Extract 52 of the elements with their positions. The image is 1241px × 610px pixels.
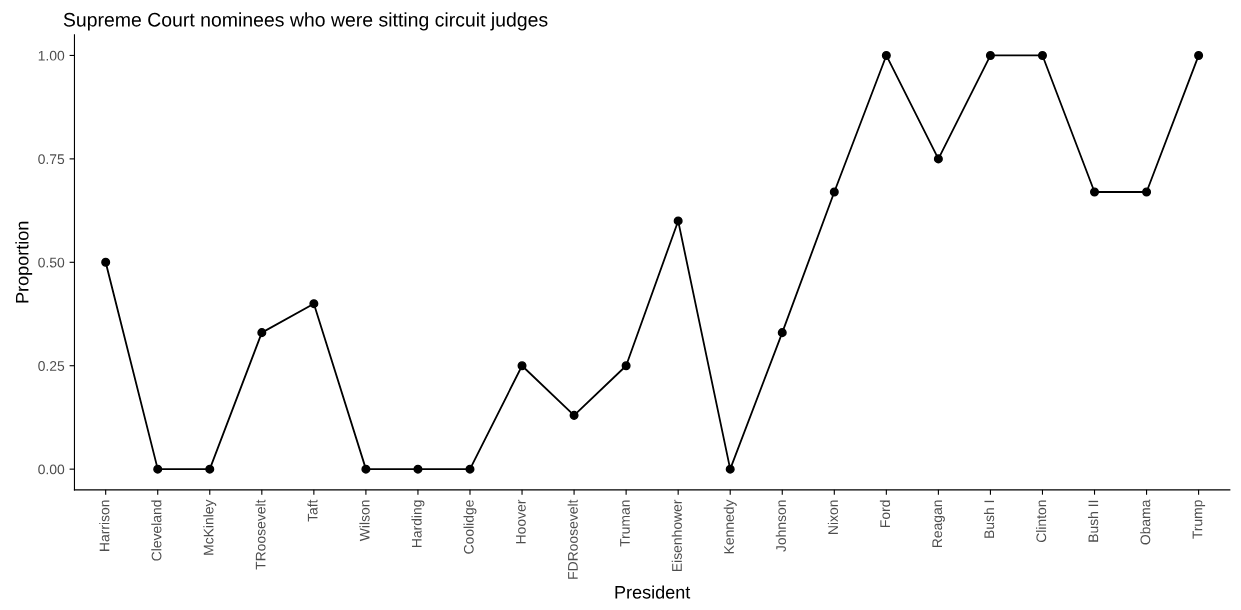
x-axis-title: President: [615, 585, 691, 599]
point: [933, 154, 943, 164]
x-tick-label: Ford: [879, 500, 891, 527]
point: [517, 361, 527, 371]
y-tick-label: 0.50: [38, 257, 65, 268]
x-tick-label: Harding: [411, 500, 425, 548]
point: [673, 216, 683, 226]
x-tick-label: FDRoosevelt: [567, 499, 578, 579]
point: [361, 464, 371, 474]
point: [1037, 50, 1047, 60]
chart-title: Supreme Court nominees who were sitting circuit judges: [63, 12, 548, 31]
point: [257, 328, 267, 338]
y-tick-label: 0.00: [38, 464, 65, 475]
point: [153, 464, 163, 474]
y-axis-title: Proportion: [15, 221, 33, 303]
x-tick-label: Trump: [1192, 500, 1206, 539]
x-tick-label: Coolidge: [463, 500, 477, 554]
x-tick-label: Harrison: [99, 500, 110, 551]
point: [1142, 187, 1152, 197]
x-tick-label: Truman: [620, 500, 630, 547]
x-tick-label: Kennedy: [723, 499, 737, 554]
point: [309, 299, 319, 309]
point: [829, 187, 839, 197]
x-tick-label: Johnson: [775, 500, 786, 552]
point: [881, 50, 891, 60]
x-tick-label: Bush I: [983, 500, 995, 538]
x-tick-label: Obama: [1140, 499, 1151, 545]
y-tick-label: 0.25: [38, 361, 65, 371]
point: [777, 328, 787, 338]
x-tick-label: Hoover: [516, 499, 526, 544]
x-tick-label: Clinton: [1036, 500, 1047, 543]
x-tick-label: Eisenhower: [671, 499, 682, 571]
y-tick-label: 0.75: [38, 154, 65, 165]
point: [413, 464, 423, 474]
point: [621, 361, 631, 371]
point: [569, 410, 579, 420]
x-tick-label: Nixon: [827, 500, 839, 534]
x-tick-label: Cleveland: [151, 500, 162, 561]
point: [1194, 50, 1204, 60]
point: [1090, 187, 1100, 197]
point: [985, 50, 995, 60]
y-tick-label: 1.00: [38, 50, 65, 61]
point: [725, 464, 735, 474]
x-tick-label: Taft: [307, 499, 318, 522]
x-tick-label: Wilson: [359, 500, 370, 542]
x-tick-label: Bush II: [1088, 500, 1099, 542]
x-tick-label: Reagan: [932, 500, 945, 548]
point: [465, 464, 475, 474]
x-tick-label: TRoosevelt: [255, 499, 266, 570]
point: [101, 257, 111, 267]
point: [205, 464, 215, 474]
x-tick-label: McKinley: [203, 499, 217, 555]
